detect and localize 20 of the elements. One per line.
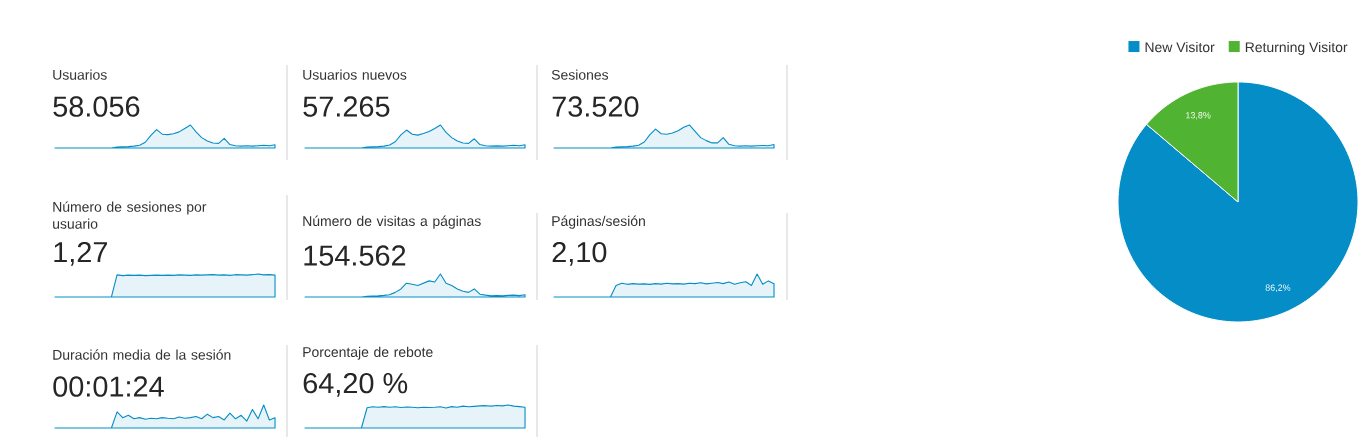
chart-title: Usuarios — [53, 69, 107, 80]
data-label: 86,2% — [1265, 284, 1291, 292]
chart-subtitle: 58.056 — [53, 96, 140, 117]
chart-title: Número de visitas a páginas — [303, 215, 481, 229]
chart-subtitle: 2,10 — [552, 241, 607, 266]
chart-subtitle: 64,20 % — [303, 372, 408, 397]
chart-title: Duración media de la sesión — [53, 349, 231, 360]
chart-subtitle: 73.520 — [552, 96, 639, 117]
chart-title: Sesiones — [551, 69, 609, 80]
chart-subtitle: 00:01:24 — [53, 376, 164, 397]
data-label: 13,8% — [1186, 112, 1211, 120]
chart-title: Usuarios nuevos — [303, 69, 407, 80]
chart-subtitle: 1,27 — [54, 241, 107, 266]
chart-title: Páginas/sesión — [552, 215, 645, 229]
legend-label: Returning Visitor — [1245, 41, 1348, 55]
chart-subtitle: 154.562 — [304, 245, 406, 266]
legend-label: New Visitor — [1145, 41, 1215, 53]
chart-title: Porcentaje de rebote — [303, 346, 433, 360]
chart-title: Número de sesiones por usuario — [53, 201, 207, 229]
chart-subtitle: 57.265 — [303, 96, 390, 117]
